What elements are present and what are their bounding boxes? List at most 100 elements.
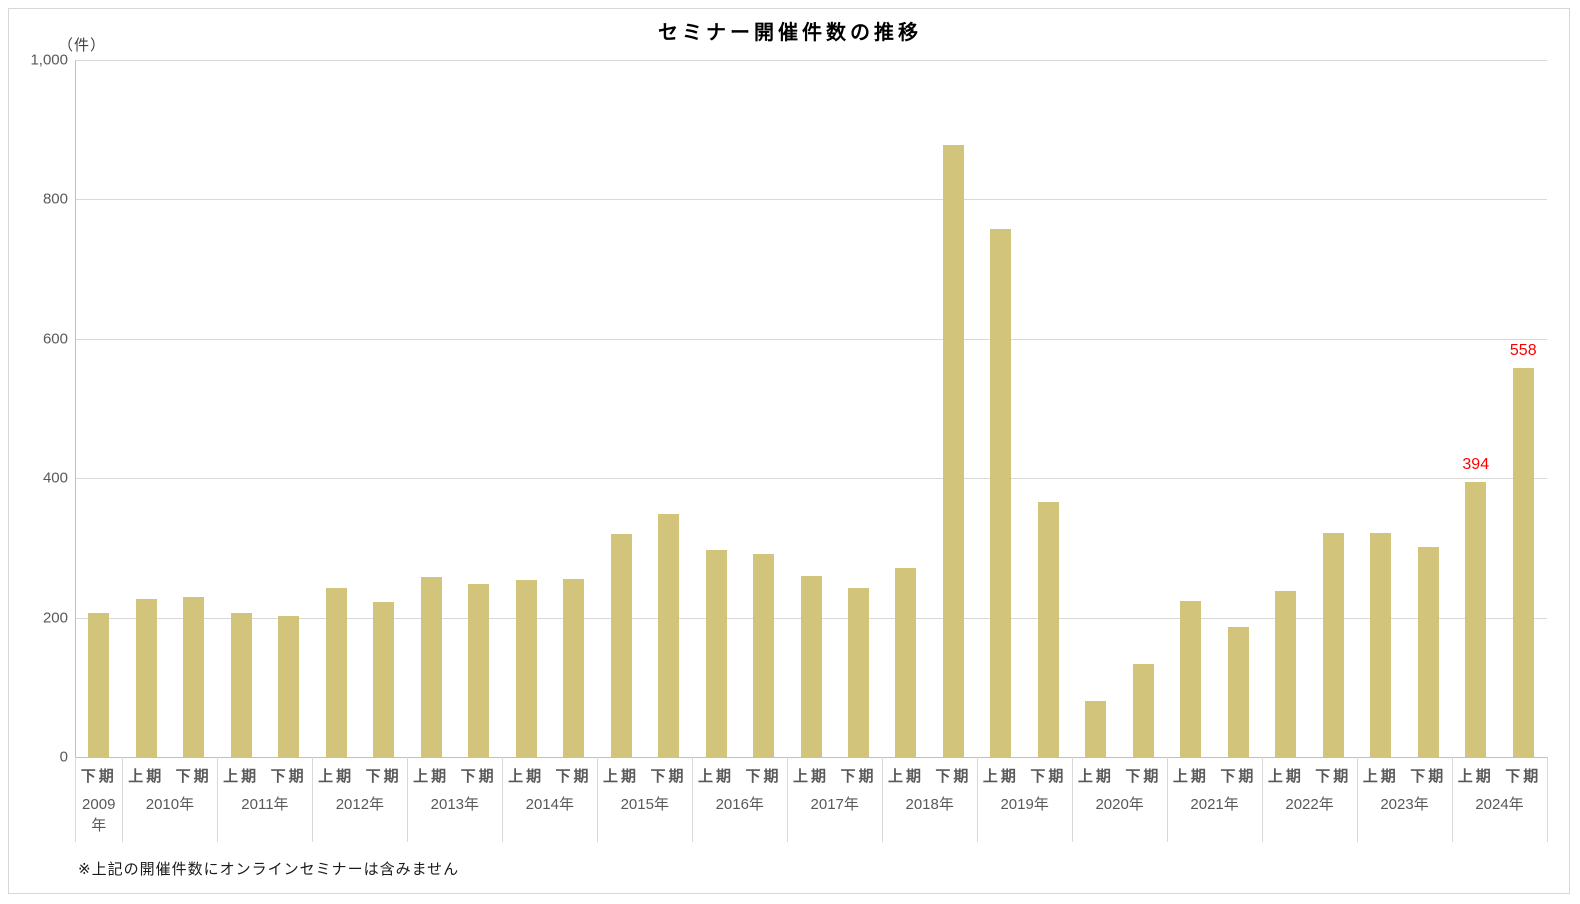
x-half-label-2014-h1: 上期 <box>508 768 545 785</box>
bar-2017-h2 <box>847 588 869 757</box>
x-year-label-2014: 2014年 <box>525 796 574 813</box>
bar-2014-h2 <box>563 579 585 757</box>
y-tick-label-400: 400 <box>42 469 68 487</box>
x-year-label-2020: 2020年 <box>1095 796 1144 813</box>
x-year-label-2019: 2019年 <box>1000 796 1049 813</box>
x-axis-group-separator <box>407 757 409 842</box>
x-axis-group-separator <box>1452 757 1454 842</box>
gridline-800 <box>75 199 1547 201</box>
x-year-label-2018: 2018年 <box>905 796 954 813</box>
bar-2022-h2 <box>1322 533 1344 757</box>
x-year-label-2024: 2024年 <box>1475 796 1524 813</box>
x-half-label-2011-h1: 上期 <box>223 768 260 785</box>
bar-value-label-2024-h1: 394 <box>1462 456 1490 473</box>
chart-title: セミナー開催件数の推移 <box>658 22 922 44</box>
x-year-label-2015: 2015年 <box>620 796 669 813</box>
bar-2011-h2 <box>278 616 300 757</box>
x-axis-group-separator <box>692 757 694 842</box>
gridline-600 <box>75 338 1547 340</box>
x-half-label-2013-h1: 上期 <box>413 768 450 785</box>
x-axis-line <box>75 757 1547 758</box>
bar-2015-h2 <box>658 514 680 757</box>
bar-2019-h1 <box>990 229 1012 757</box>
x-axis-group-separator <box>1547 757 1548 842</box>
x-half-label-2024-h1: 上期 <box>1457 768 1494 785</box>
bar-2009-h2 <box>88 613 110 757</box>
bar-2024-h2 <box>1512 368 1534 757</box>
bar-2012-h2 <box>373 602 395 757</box>
bar-2022-h1 <box>1275 591 1297 757</box>
x-half-label-2021-h2: 下期 <box>1220 768 1257 785</box>
y-tick-label-800: 800 <box>42 190 68 208</box>
x-half-label-2020-h1: 上期 <box>1077 768 1114 785</box>
x-axis-group-separator <box>502 757 504 842</box>
x-axis-group-separator <box>882 757 884 842</box>
x-half-label-2019-h2: 下期 <box>1030 768 1067 785</box>
x-half-label-2024-h2: 下期 <box>1505 768 1542 785</box>
x-axis-group-separator <box>122 757 124 842</box>
bar-value-label-2024-h2: 558 <box>1509 342 1537 359</box>
x-half-label-2020-h2: 下期 <box>1125 768 1162 785</box>
x-axis-group-separator <box>1262 757 1264 842</box>
bar-2016-h2 <box>753 554 775 757</box>
x-half-label-2013-h2: 下期 <box>460 768 497 785</box>
bar-2018-h1 <box>895 568 917 757</box>
y-axis-line <box>75 60 76 757</box>
bar-2014-h1 <box>515 580 537 757</box>
x-axis-group-separator <box>1072 757 1074 842</box>
y-tick-label-1000: 1,000 <box>30 51 68 69</box>
x-half-label-2018-h1: 上期 <box>887 768 924 785</box>
bar-2018-h2 <box>942 145 964 757</box>
bar-2012-h1 <box>325 588 347 757</box>
x-axis-group-separator <box>597 757 599 842</box>
x-half-label-2016-h1: 上期 <box>698 768 735 785</box>
x-half-label-2022-h1: 上期 <box>1267 768 1304 785</box>
x-half-label-2010-h2: 下期 <box>175 768 212 785</box>
bar-2019-h2 <box>1037 502 1059 757</box>
x-year-label-2012: 2012年 <box>335 796 385 813</box>
bar-2010-h1 <box>135 599 157 757</box>
bar-2021-h2 <box>1227 627 1249 757</box>
x-half-label-2011-h2: 下期 <box>270 768 307 785</box>
chart-outer-border <box>8 8 1570 894</box>
x-year-label-2010: 2010年 <box>145 796 195 813</box>
y-axis-unit-label: （件） <box>58 37 107 54</box>
bar-2017-h1 <box>800 576 822 757</box>
x-axis-group-separator <box>217 757 219 842</box>
x-half-label-2014-h2: 下期 <box>555 768 592 785</box>
x-year-label-2017: 2017年 <box>810 796 859 813</box>
x-axis-group-separator <box>787 757 789 842</box>
bar-2010-h2 <box>183 597 205 757</box>
bar-2013-h1 <box>420 577 442 757</box>
x-half-label-2017-h2: 下期 <box>840 768 877 785</box>
bar-2020-h2 <box>1132 664 1154 757</box>
x-half-label-2010-h1: 上期 <box>128 768 165 785</box>
x-year-label-2009: 2009年 <box>82 796 116 834</box>
x-half-label-2012-h2: 下期 <box>365 768 402 785</box>
gridline-1000 <box>75 60 1547 61</box>
footnote: ※上記の開催件数にオンラインセミナーは含みません <box>78 861 460 878</box>
x-year-label-2013: 2013年 <box>430 796 480 813</box>
bar-2016-h1 <box>705 550 727 757</box>
x-axis-group-separator <box>312 757 314 842</box>
x-axis-group-separator <box>1167 757 1169 842</box>
x-half-label-2018-h2: 下期 <box>935 768 972 785</box>
bar-2023-h1 <box>1370 533 1392 757</box>
x-half-label-2021-h1: 上期 <box>1172 768 1209 785</box>
bar-2023-h2 <box>1417 547 1439 757</box>
bar-2015-h1 <box>610 534 632 757</box>
gridline-400 <box>75 478 1547 480</box>
x-half-label-2012-h1: 上期 <box>318 768 355 785</box>
x-half-label-2009-h2: 下期 <box>80 768 117 785</box>
bar-2013-h2 <box>468 584 490 757</box>
x-year-label-2023: 2023年 <box>1380 796 1429 813</box>
bar-2020-h1 <box>1085 701 1107 757</box>
x-half-label-2015-h1: 上期 <box>603 768 640 785</box>
x-year-label-2021: 2021年 <box>1190 796 1239 813</box>
x-half-label-2019-h1: 上期 <box>982 768 1019 785</box>
x-year-label-2016: 2016年 <box>715 796 764 813</box>
x-half-label-2023-h2: 下期 <box>1410 768 1447 785</box>
x-year-label-2011: 2011年 <box>241 796 289 813</box>
bar-2024-h1 <box>1465 482 1487 757</box>
